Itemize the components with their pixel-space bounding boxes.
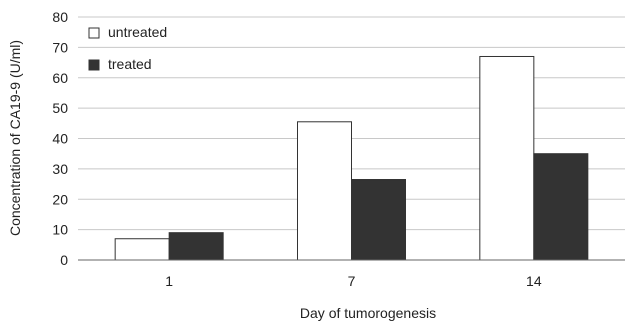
bar-treated-day-1: [168, 232, 224, 261]
y-tick-label: 40: [52, 131, 68, 147]
bar-untreated-day-7: [297, 121, 352, 261]
y-tick-label: 80: [52, 9, 68, 25]
bars: [114, 55, 589, 261]
y-tick-label: 10: [52, 222, 68, 238]
y-tick-label: 0: [60, 252, 68, 268]
x-tick-labels: 1 7 14: [165, 273, 542, 289]
x-tick-label: 7: [348, 273, 356, 289]
legend-label-treated: treated: [108, 56, 152, 72]
bar-untreated-day-1: [114, 238, 170, 261]
legend-swatch-treated: [88, 59, 100, 71]
y-axis-title: Concentration of CA19-9 (U/ml): [7, 40, 23, 236]
x-tick-label: 1: [165, 273, 173, 289]
y-tick-label: 50: [52, 100, 68, 116]
y-tick-label: 70: [52, 39, 68, 55]
x-axis-title: Day of tumorogenesis: [300, 305, 436, 321]
y-tick-label: 30: [52, 161, 68, 177]
y-tick-label: 60: [52, 70, 68, 86]
legend: untreated treated: [88, 24, 167, 72]
legend-label-untreated: untreated: [108, 24, 167, 40]
x-tick-label: 14: [526, 273, 542, 289]
bar-untreated-day-14: [479, 55, 535, 261]
y-tick-labels: 0 10 20 30 40 50 60 70 80: [52, 9, 68, 268]
y-tick-label: 20: [52, 191, 68, 207]
bar-treated-day-14: [533, 153, 589, 261]
legend-swatch-untreated: [88, 27, 100, 39]
bar-treated-day-7: [351, 179, 406, 261]
